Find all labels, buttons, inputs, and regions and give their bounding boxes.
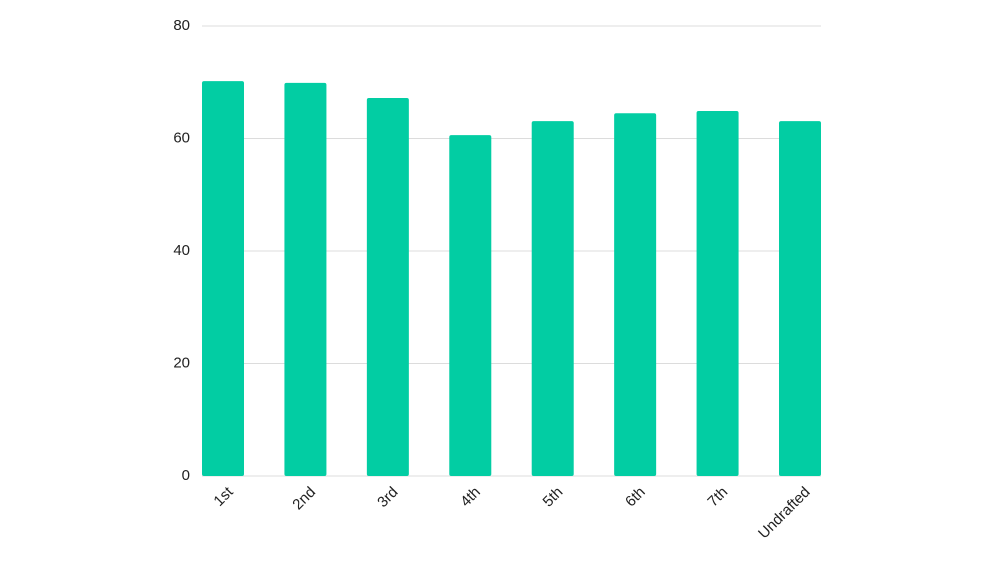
bar	[284, 82, 327, 476]
x-tick-label: 6th	[622, 484, 649, 511]
x-tick-label: Undrafted	[755, 484, 814, 543]
bar	[696, 110, 739, 476]
bar	[531, 121, 574, 476]
x-tick-label: 2nd	[289, 484, 319, 514]
bar	[366, 98, 409, 476]
y-tick-label: 20	[173, 354, 190, 371]
y-tick-label: 40	[173, 242, 190, 259]
x-tick-label: 1st	[210, 483, 237, 510]
bar	[614, 113, 657, 476]
bar	[449, 135, 492, 476]
bar	[202, 81, 244, 476]
x-tick-label: 3rd	[374, 484, 401, 511]
y-tick-label: 60	[173, 129, 190, 146]
bar	[779, 121, 821, 476]
x-tick-label: 4th	[457, 484, 484, 511]
y-tick-label: 0	[182, 467, 190, 484]
x-tick-label: 7th	[704, 484, 731, 511]
y-tick-label: 80	[173, 17, 190, 34]
x-tick-label: 5th	[540, 484, 567, 511]
